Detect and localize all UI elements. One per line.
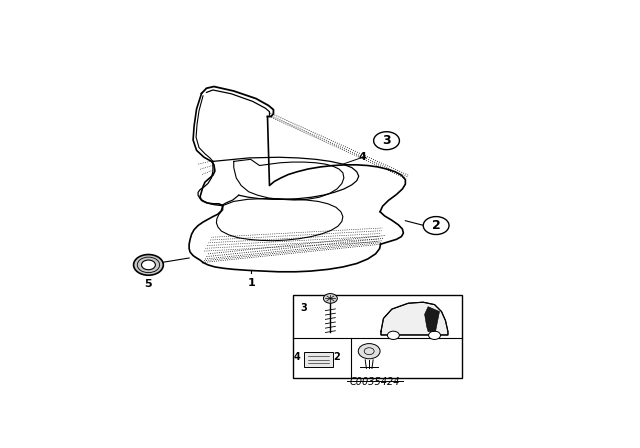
- FancyBboxPatch shape: [304, 352, 333, 367]
- Circle shape: [429, 331, 440, 340]
- Text: 3: 3: [382, 134, 391, 147]
- Text: 3: 3: [301, 303, 308, 313]
- Circle shape: [423, 216, 449, 234]
- Circle shape: [141, 260, 156, 270]
- Circle shape: [374, 132, 399, 150]
- Text: 4: 4: [294, 352, 301, 362]
- Text: C0035424: C0035424: [350, 377, 401, 387]
- Polygon shape: [424, 307, 440, 332]
- Bar: [293, 295, 462, 378]
- Text: 4: 4: [359, 152, 367, 162]
- Polygon shape: [381, 302, 448, 335]
- Circle shape: [387, 331, 399, 340]
- Circle shape: [323, 293, 337, 303]
- Text: 5: 5: [145, 279, 152, 289]
- Circle shape: [134, 254, 163, 275]
- Text: 2: 2: [432, 219, 440, 232]
- Text: 1: 1: [247, 278, 255, 288]
- Text: 2: 2: [333, 352, 340, 362]
- Circle shape: [358, 344, 380, 359]
